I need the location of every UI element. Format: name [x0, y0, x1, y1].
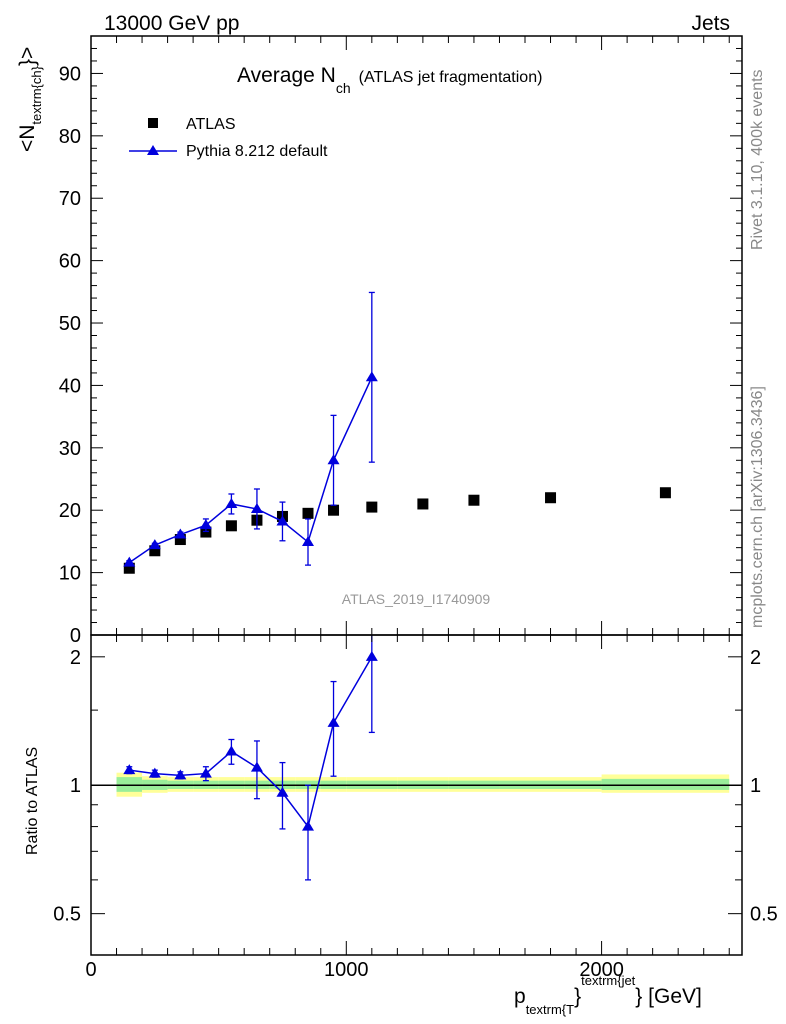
atlas-data-point [123, 562, 135, 574]
main-y-axis-label: <Ntextrm{ch}}> [16, 47, 44, 152]
x-label-main: p [514, 985, 526, 1008]
header-left-label: 13000 GeV pp [104, 12, 239, 35]
analysis-label: ATLAS_2019_I1740909 [342, 591, 491, 607]
main-y-tick-label: 0 [70, 625, 81, 647]
legend-atlas-marker [148, 118, 158, 128]
ratio-y-axis-label: Ratio to ATLAS [24, 747, 41, 855]
main-y-tick-label: 40 [59, 375, 81, 397]
main-y-tick-label: 30 [59, 438, 81, 460]
ratio-data-point [250, 761, 263, 772]
ratio-data-point [225, 745, 238, 756]
main-y-tick-label: 90 [59, 63, 81, 85]
legend-pythia-marker [147, 145, 159, 155]
atlas-data-point [328, 504, 340, 516]
ratio-frame [90, 634, 743, 956]
main-y-tick-label: 80 [59, 126, 81, 148]
legend: ATLAS Pythia 8.212 default [129, 116, 328, 160]
main-x-ticks [90, 36, 730, 635]
legend-atlas-label: ATLAS [186, 116, 236, 133]
atlas-data-point [225, 520, 237, 532]
atlas-data-point [302, 507, 314, 519]
ratio-data-point [123, 764, 136, 775]
ratio-data-point [174, 769, 187, 780]
main-y-tick-label: 20 [59, 500, 81, 522]
ratio-y-tick-label-right: 0.5 [750, 904, 778, 926]
legend-pythia-label: Pythia 8.212 default [186, 143, 328, 160]
ratio-y-tick-label-left: 1 [70, 775, 81, 797]
pythia-data-point [365, 371, 378, 382]
main-panel: 0 10 20 30 40 50 60 70 80 90 Average Nch (ATLAS je… [16, 35, 743, 647]
main-y-label-sub: textrm{ch} [29, 65, 44, 124]
ratio-y-ticks: 0.5 0.5 1 1 2 2 [53, 647, 778, 926]
ratio-band-stat [116, 777, 143, 792]
ratio-data-point [365, 650, 378, 661]
rivet-version-label: Rivet 3.1.10, 400k events [749, 69, 766, 250]
ratio-y-tick-label-right: 2 [750, 647, 761, 669]
main-y-tick-label: 70 [59, 188, 81, 210]
atlas-data-point [545, 492, 557, 504]
atlas-data-point [468, 494, 480, 506]
atlas-data-point [417, 498, 429, 510]
pythia-data-point [276, 515, 289, 526]
ratio-data-point [148, 767, 161, 778]
ratio-x-ticks: 0 1000 2000 [85, 635, 730, 981]
x-label-tail: } [GeV] [635, 985, 702, 1008]
x-label-brace: } [574, 985, 581, 1008]
pythia-data-point [174, 528, 187, 539]
main-y-label-prefix: <N [16, 125, 39, 152]
x-axis-label: ptextrm{T}textrm{jet} [GeV] [514, 973, 702, 1017]
x-tick-label: 2000 [579, 959, 624, 981]
ratio-series [123, 635, 378, 881]
ratio-series-line [129, 656, 373, 829]
atlas-data-point [149, 545, 161, 557]
ratio-data-point [276, 786, 289, 797]
chart-title-suffix: (ATLAS jet fragmentation) [359, 69, 543, 86]
pythia-series-line [128, 376, 373, 564]
main-y-tick-label: 10 [59, 563, 81, 585]
mcplots-label: mcplots.cern.ch [arXiv:1306.3436] [749, 386, 766, 628]
atlas-data-point [174, 534, 186, 546]
ratio-y-tick-label-right: 1 [750, 775, 761, 797]
chart-title-main: Average N [237, 64, 336, 87]
pythia-data-point [199, 519, 212, 530]
main-series [123, 291, 671, 574]
pythia-data-point [327, 454, 340, 465]
main-y-ticks: 0 10 20 30 40 50 60 70 80 90 [59, 47, 742, 647]
main-y-tick-label: 60 [59, 251, 81, 273]
chart-title: Average Nch (ATLAS jet fragmentation) [237, 64, 542, 96]
ratio-data-point [302, 820, 314, 831]
ratio-data-point [327, 716, 340, 727]
pythia-data-point [148, 539, 161, 550]
header-right-label: Jets [691, 12, 730, 35]
ratio-panel: 0.5 0.51 12 2 0 1000 2000 Ratio to ATLAS ptex… [24, 634, 778, 1017]
main-y-tick-label: 50 [59, 313, 81, 335]
ratio-y-tick-label-left: 0.5 [53, 904, 81, 926]
pythia-data-point [250, 502, 263, 513]
x-label-sup: textrm{jet [581, 973, 636, 988]
x-tick-label: 1000 [324, 959, 369, 981]
pythia-data-point [123, 556, 136, 567]
pythia-data-point [302, 536, 314, 547]
ratio-band-stat [601, 778, 730, 790]
ratio-data-point [199, 767, 212, 778]
atlas-data-point [366, 501, 378, 513]
chart-title-sub: ch [336, 80, 351, 96]
x-tick-label: 0 [85, 959, 96, 981]
atlas-data-point [659, 487, 671, 499]
main-y-label-suffix: }> [16, 47, 39, 66]
ratio-y-tick-label-left: 2 [70, 647, 81, 669]
pythia-data-point [225, 497, 238, 508]
x-label-sub: textrm{T [526, 1002, 574, 1017]
